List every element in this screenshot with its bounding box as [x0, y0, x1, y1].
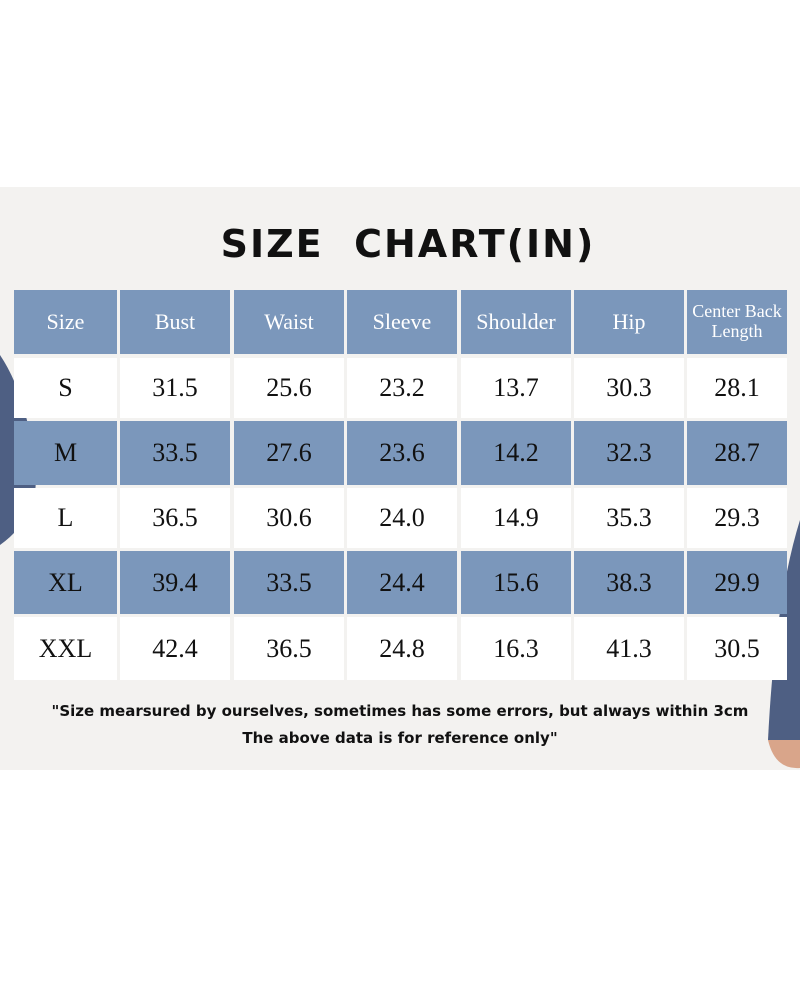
table-cell: 39.4 [120, 551, 230, 614]
table-cell: S [14, 358, 117, 418]
header-cell: Sleeve [347, 290, 457, 354]
table-cell: 29.9 [687, 551, 787, 614]
table-cell: 27.6 [234, 421, 344, 485]
table-cell: 33.5 [234, 551, 344, 614]
table-cell: 24.4 [347, 551, 457, 614]
table-cell: L [14, 488, 117, 548]
table-cell: 24.0 [347, 488, 457, 548]
note: The above data is for reference only" [242, 729, 558, 747]
table-cell: 36.5 [234, 617, 344, 680]
table-cell: 25.6 [234, 358, 344, 418]
table-cell: 35.3 [574, 488, 684, 548]
header-cell: Hip [574, 290, 684, 354]
header-cell: Size [14, 290, 117, 354]
table-cell: 13.7 [461, 358, 571, 418]
table-cell: 14.2 [461, 421, 571, 485]
table-cell: 32.3 [574, 421, 684, 485]
table-cell: 42.4 [120, 617, 230, 680]
table-cell: 30.5 [687, 617, 787, 680]
title: SIZE CHART(IN) [220, 222, 596, 266]
table-cell: 30.3 [574, 358, 684, 418]
table-cell: 15.6 [461, 551, 571, 614]
note: "Size mearsured by ourselves, sometimes … [51, 702, 749, 720]
table-cell: 24.8 [347, 617, 457, 680]
table-cell: XXL [14, 617, 117, 680]
header-cell: Shoulder [461, 290, 571, 354]
table-cell: 16.3 [461, 617, 571, 680]
table-cell: 36.5 [120, 488, 230, 548]
table-cell: 30.6 [234, 488, 344, 548]
header-cell: Waist [234, 290, 344, 354]
table-cell: 29.3 [687, 488, 787, 548]
table-cell: 33.5 [120, 421, 230, 485]
header-cell: Bust [120, 290, 230, 354]
table-cell: 23.6 [347, 421, 457, 485]
table-cell: XL [14, 551, 117, 614]
table-cell: 28.1 [687, 358, 787, 418]
table-cell: 28.7 [687, 421, 787, 485]
table-cell: M [14, 421, 117, 485]
header-cell: Center Back Length [687, 290, 787, 354]
table-cell: 23.2 [347, 358, 457, 418]
table-cell: 41.3 [574, 617, 684, 680]
table-cell: 31.5 [120, 358, 230, 418]
table-cell: 38.3 [574, 551, 684, 614]
table-cell: 14.9 [461, 488, 571, 548]
right-hand [768, 740, 800, 769]
